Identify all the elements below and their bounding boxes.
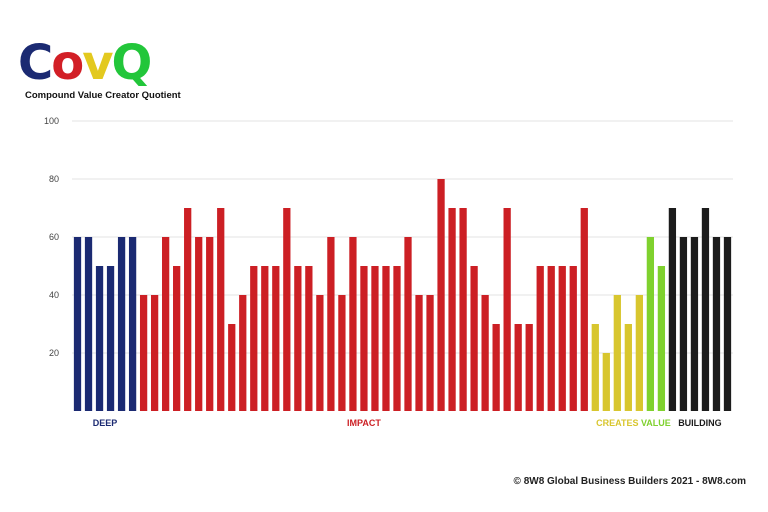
bar xyxy=(106,266,115,411)
covq-wordmark: CovQ xyxy=(18,35,153,91)
bar xyxy=(514,324,522,411)
bar xyxy=(139,295,148,411)
group-label: DEEP xyxy=(93,418,118,428)
y-tick-label: 60 xyxy=(49,232,59,242)
bar xyxy=(360,266,368,411)
logo-subtitle: Compound Value Creator Quotient xyxy=(25,90,181,101)
bar xyxy=(228,324,236,411)
bar xyxy=(338,295,346,411)
bar xyxy=(294,266,302,411)
bar xyxy=(657,266,666,411)
bar xyxy=(426,295,434,411)
bar xyxy=(690,237,699,411)
bar xyxy=(316,295,324,411)
y-tick-label: 20 xyxy=(49,348,59,358)
group-label: VALUE xyxy=(641,418,671,428)
bar xyxy=(382,266,390,411)
bar xyxy=(84,237,93,411)
bar xyxy=(723,237,732,411)
bar xyxy=(646,237,655,411)
bar xyxy=(117,237,126,411)
bar xyxy=(206,237,214,411)
bar xyxy=(580,208,588,411)
bar xyxy=(73,237,82,411)
logo-letter-v: v xyxy=(82,35,113,91)
bar xyxy=(481,295,489,411)
bar xyxy=(327,237,335,411)
bar xyxy=(613,295,621,411)
bar xyxy=(437,179,445,411)
bar xyxy=(173,266,181,411)
bar xyxy=(635,295,643,411)
bar xyxy=(668,208,677,411)
bar xyxy=(305,266,313,411)
bar xyxy=(712,237,721,411)
bar xyxy=(448,208,456,411)
bar xyxy=(349,237,357,411)
copyright-notice: © 8W8 Global Business Builders 2021 - 8W… xyxy=(513,476,746,487)
bar xyxy=(371,266,379,411)
bar xyxy=(217,208,225,411)
bar xyxy=(558,266,566,411)
covq-logo: CovQ Compound Value Creator Quotient xyxy=(18,38,208,108)
bar xyxy=(184,208,192,411)
group-label: CREATES xyxy=(596,418,638,428)
bar xyxy=(602,353,610,411)
bar xyxy=(162,237,170,411)
bar xyxy=(492,324,500,411)
bar xyxy=(525,324,533,411)
bar xyxy=(283,208,291,411)
logo-letter-o: o xyxy=(51,35,84,91)
bar xyxy=(239,295,247,411)
logo-letter-c: C xyxy=(18,35,53,91)
logo-letter-q: Q xyxy=(111,35,153,91)
bar xyxy=(536,266,544,411)
bar xyxy=(547,266,555,411)
bar xyxy=(591,324,599,411)
bar xyxy=(95,266,104,411)
group-label: BUILDING xyxy=(678,418,722,428)
y-tick-label: 100 xyxy=(44,116,59,126)
bar xyxy=(261,266,269,411)
bar xyxy=(250,266,258,411)
bar xyxy=(415,295,423,411)
y-tick-label: 80 xyxy=(49,174,59,184)
bar xyxy=(393,266,401,411)
bar xyxy=(503,208,511,411)
bar xyxy=(569,266,577,411)
bar xyxy=(459,208,467,411)
bar xyxy=(195,237,203,411)
bar xyxy=(404,237,412,411)
bar xyxy=(679,237,688,411)
bar xyxy=(150,295,159,411)
bar xyxy=(624,324,632,411)
bar xyxy=(272,266,280,411)
bar xyxy=(128,237,137,411)
bar xyxy=(701,208,710,411)
y-tick-label: 40 xyxy=(49,290,59,300)
group-label: IMPACT xyxy=(347,418,381,428)
bar xyxy=(470,266,478,411)
